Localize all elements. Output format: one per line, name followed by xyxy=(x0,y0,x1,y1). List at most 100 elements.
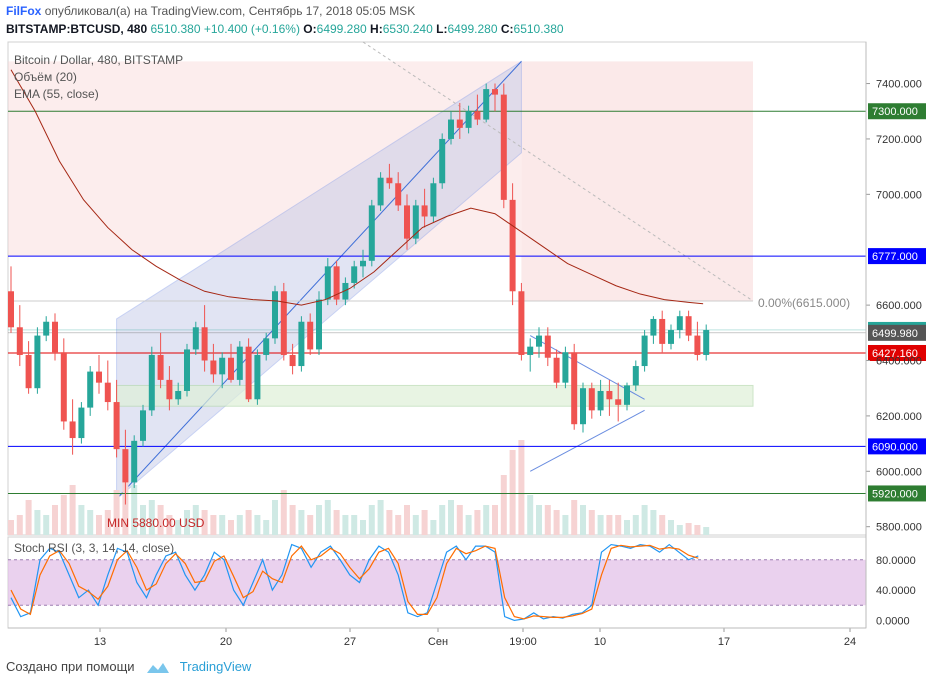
volume-bar xyxy=(104,510,111,535)
candle-body xyxy=(272,291,278,339)
level-tag-label: 6090.000 xyxy=(872,441,918,453)
volume-bar xyxy=(676,525,683,535)
volume-bar xyxy=(624,520,630,535)
volume-bar xyxy=(166,515,173,535)
candle-body xyxy=(16,327,23,355)
volume-bar xyxy=(509,450,516,535)
volume-bar xyxy=(131,485,138,535)
candle-body xyxy=(676,316,683,331)
volume-bar xyxy=(16,515,23,535)
candle-body xyxy=(527,346,534,355)
volume-bar xyxy=(430,520,437,535)
candle-body xyxy=(536,335,542,347)
volume-bar xyxy=(219,515,226,535)
candle-body xyxy=(113,402,120,450)
volume-bar xyxy=(368,505,375,535)
tradingview-logo-icon xyxy=(147,662,170,673)
candle-body xyxy=(192,327,199,350)
legend-ema: EMA (55, close) xyxy=(14,87,99,101)
level-tag-label: 7300.000 xyxy=(872,106,918,118)
volume-bar xyxy=(544,505,551,535)
x-tick-label: 24 xyxy=(844,636,856,648)
y-tick-label: 5800.000 xyxy=(876,522,922,534)
candle-body xyxy=(78,407,85,439)
legend-stoch: Stoch RSI (3, 3, 14, 14, close) xyxy=(14,541,174,555)
candle-body xyxy=(104,382,111,403)
volume-bar xyxy=(588,510,595,535)
volume-bar xyxy=(316,505,322,535)
volume-bar xyxy=(78,505,85,535)
price-chart[interactable]: 7300.000 6777.000 6427.160 6090.000 5920.000… xyxy=(0,0,939,655)
candle-body xyxy=(131,440,138,483)
candle-body xyxy=(175,390,182,400)
candle-body xyxy=(289,354,296,367)
ohlc-line: BITSTAMP:BTCUSD, 480 6510.380 +10.400 (+… xyxy=(6,22,564,36)
y-tick-label: 7400.000 xyxy=(876,79,922,91)
volume-bar xyxy=(289,505,296,535)
candle-body xyxy=(351,266,358,283)
x-tick-label: Сен xyxy=(428,636,448,648)
candle-body xyxy=(166,379,173,400)
candle-body xyxy=(395,183,402,206)
volume-bar xyxy=(201,510,208,535)
candle-body xyxy=(236,346,243,380)
level-tag-bg xyxy=(868,485,926,502)
volume-bar xyxy=(60,495,67,535)
volume-bar xyxy=(298,510,305,535)
volume-bar xyxy=(562,515,569,535)
legend-volume: Объём (20) xyxy=(14,70,77,84)
x-tick-label: 27 xyxy=(344,636,356,648)
y-tick-label: 6600.000 xyxy=(876,300,922,312)
x-tick-label: 17 xyxy=(718,636,730,648)
volume-bar xyxy=(351,515,358,535)
volume-bar xyxy=(597,515,604,535)
author-link[interactable]: FilFox xyxy=(6,4,42,18)
candle-body xyxy=(650,318,657,336)
candle-body xyxy=(140,410,146,441)
volume-bar xyxy=(650,510,657,535)
level-tag-bg xyxy=(868,248,926,265)
volume-bar xyxy=(25,500,32,535)
candle-body xyxy=(588,388,595,411)
volume-bar xyxy=(157,505,164,535)
candle-body xyxy=(210,360,217,375)
high-label: H: xyxy=(370,22,383,36)
footer: Создано при помощи TradingView xyxy=(6,659,251,675)
close-value: 6510.380 xyxy=(513,22,564,36)
level-tag-label: 6777.000 xyxy=(872,251,918,263)
volume-bar xyxy=(421,510,428,535)
candle-body xyxy=(694,335,701,355)
volume-bar xyxy=(474,510,481,535)
volume-bar xyxy=(43,515,50,535)
volume-bar xyxy=(69,485,76,535)
volume-bar xyxy=(228,520,234,535)
level-tag-label: 6427.160 xyxy=(872,348,918,360)
y-tick-label: 6400.000 xyxy=(876,356,922,368)
stoch-tick-label: 40.0000 xyxy=(876,585,916,597)
candle-body xyxy=(148,354,155,411)
pink-zone xyxy=(521,61,753,301)
candle-body xyxy=(157,354,164,380)
candle-body xyxy=(492,89,498,95)
candle-body xyxy=(69,421,76,439)
price-tag-bg xyxy=(868,324,926,341)
y-tick-label: 6200.000 xyxy=(876,411,922,423)
volume-bar xyxy=(483,505,490,535)
candle-body xyxy=(439,138,446,184)
price-tag-label: 6499.980 xyxy=(872,328,918,340)
open-value: 6499.280 xyxy=(316,22,367,36)
volume-bar xyxy=(263,520,270,535)
volume-bar xyxy=(34,510,41,535)
volume-bar xyxy=(659,515,666,535)
open-label: O: xyxy=(303,22,317,36)
fib-label: 0.00%(6615.000) xyxy=(758,296,850,310)
volume-bar xyxy=(148,500,155,535)
candle-body xyxy=(456,119,463,128)
volume-bar xyxy=(122,475,129,535)
tradingview-brand-link[interactable]: TradingView xyxy=(179,659,252,674)
volume-bar xyxy=(439,505,446,535)
volume-bar xyxy=(580,505,586,535)
volume-bar xyxy=(192,505,199,535)
high-value: 6530.240 xyxy=(382,22,433,36)
volume-bar xyxy=(236,515,243,535)
